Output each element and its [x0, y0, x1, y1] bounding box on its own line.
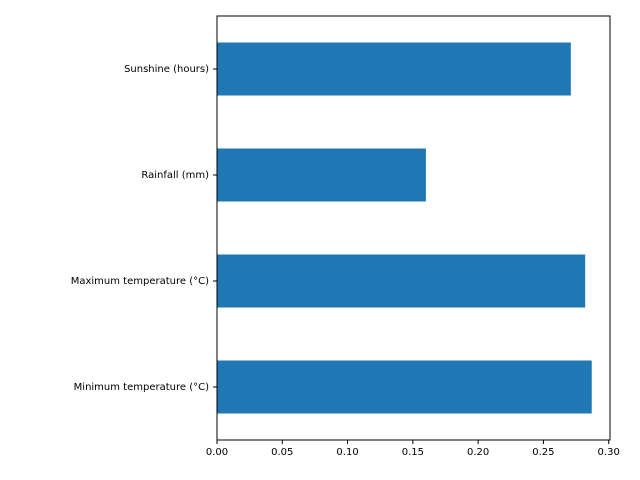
- y-tick-label: Rainfall (mm): [141, 170, 209, 181]
- x-tick-label: 0.05: [271, 447, 293, 458]
- x-tick-label: 0.25: [532, 447, 554, 458]
- bar: [217, 360, 592, 414]
- x-axis-ticks: 0.00 0.05 0.10 0.15 0.20 0.25 0.30: [206, 440, 620, 458]
- plot-area-frame: [216, 15, 611, 441]
- bar: [217, 42, 571, 96]
- bar: [217, 254, 586, 308]
- x-tick-label: 0.15: [402, 447, 424, 458]
- x-tick-label: 0.20: [467, 447, 489, 458]
- y-tick-label: Minimum temperature (°C): [74, 382, 209, 393]
- bar: [217, 148, 426, 202]
- y-tick-label: Sunshine (hours): [124, 64, 209, 75]
- x-tick-label: 0.00: [206, 447, 228, 458]
- y-axis-ticks: Minimum temperature (°C) Maximum temperat…: [71, 64, 217, 393]
- bars-group: [217, 42, 592, 414]
- y-tick-label: Maximum temperature (°C): [71, 276, 209, 287]
- x-tick-label: 0.30: [598, 447, 620, 458]
- x-tick-label: 0.10: [336, 447, 358, 458]
